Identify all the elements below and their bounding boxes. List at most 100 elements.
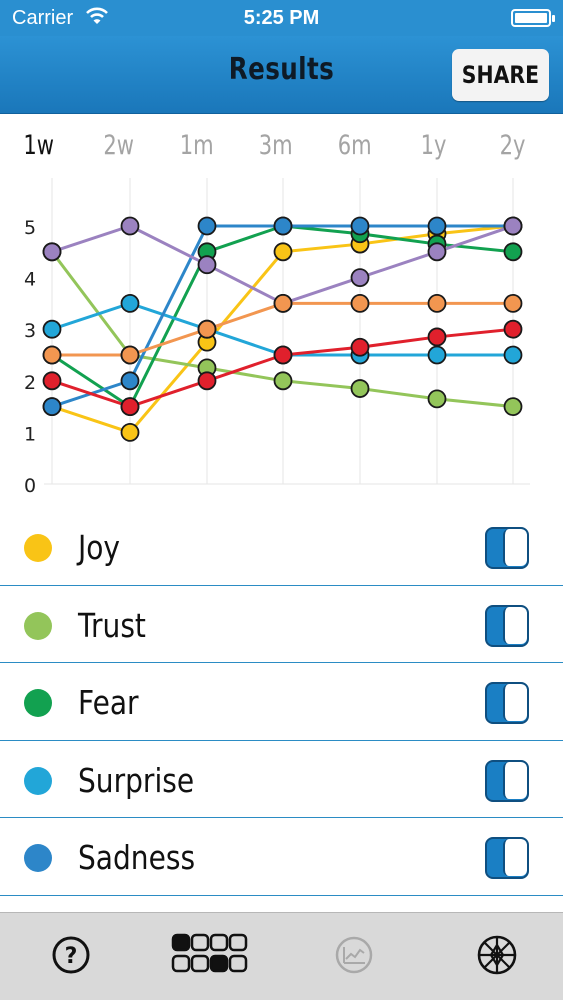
- tab-label: 1w: [23, 130, 55, 161]
- data-point: [273, 242, 293, 262]
- legend-item-surprise: Surprise: [0, 741, 563, 818]
- svg-text:?: ?: [65, 944, 78, 969]
- joy-toggle[interactable]: [485, 527, 529, 569]
- data-point: [120, 422, 140, 442]
- data-point: [503, 345, 523, 365]
- trust-color-dot: [24, 611, 52, 640]
- data-point: [427, 242, 447, 262]
- legend-list: Joy Trust Fear Surprise Sadness: [0, 508, 563, 896]
- tab-3m[interactable]: 3m: [241, 130, 311, 161]
- grid-tab[interactable]: [171, 931, 251, 983]
- surprise-color-dot: [24, 766, 52, 795]
- data-point: [427, 327, 447, 347]
- page-title: Results: [228, 52, 335, 87]
- data-point: [197, 319, 217, 339]
- fear-color-dot: [24, 689, 52, 717]
- tab-2w[interactable]: 2w: [84, 130, 154, 161]
- data-point: [42, 242, 62, 262]
- data-point: [197, 371, 217, 391]
- trust-toggle[interactable]: [485, 604, 529, 647]
- legend-label: Surprise: [78, 760, 195, 800]
- share-button[interactable]: SHARE: [452, 49, 549, 101]
- chart-tab[interactable]: [314, 931, 394, 983]
- help-icon: ?: [52, 936, 90, 974]
- data-point: [273, 216, 293, 236]
- chart-canvas: 0 1 2 3 4 5: [24, 178, 530, 497]
- tab-1w[interactable]: 1w: [4, 130, 74, 161]
- data-point: [350, 216, 370, 236]
- data-point: [427, 216, 447, 236]
- tab-label: 3m: [259, 130, 293, 161]
- tab-6m[interactable]: 6m: [320, 130, 390, 161]
- tab-label: 1m: [180, 130, 214, 161]
- data-point: [427, 345, 447, 365]
- legend-item-joy: Joy: [0, 508, 563, 586]
- data-point: [503, 397, 523, 417]
- data-point: [427, 389, 447, 409]
- data-point: [273, 345, 293, 365]
- data-point: [427, 293, 447, 313]
- data-point: [120, 216, 140, 236]
- status-bar: Carrier 5:25 PM: [0, 0, 563, 36]
- data-point: [503, 293, 523, 313]
- y-tick-label: 3: [24, 320, 36, 342]
- fear-toggle[interactable]: [485, 682, 529, 724]
- data-point: [120, 371, 140, 391]
- data-point: [197, 216, 217, 236]
- surprise-toggle[interactable]: [485, 759, 529, 802]
- grid-dots-icon: [171, 933, 248, 973]
- legend-item-fear: Fear: [0, 663, 563, 741]
- tab-label: 1y: [421, 130, 447, 161]
- data-point: [503, 216, 523, 236]
- data-point: [42, 371, 62, 391]
- chart-icon: [335, 936, 373, 974]
- sadness-toggle[interactable]: [485, 837, 529, 879]
- data-point: [273, 371, 293, 391]
- joy-color-dot: [24, 534, 52, 562]
- help-tab[interactable]: ?: [31, 931, 111, 983]
- carrier-label: Carrier: [12, 7, 74, 29]
- legend-label: Fear: [78, 683, 139, 722]
- results-chart: 0 1 2 3 4 5: [0, 170, 563, 505]
- wifi-icon: [86, 6, 108, 32]
- tab-bar: ?: [0, 912, 563, 1000]
- range-tabs: 1w 2w 1m 3m 6m 1y 2y: [0, 120, 563, 170]
- tab-1m[interactable]: 1m: [162, 130, 232, 161]
- data-point: [350, 268, 370, 287]
- y-tick-label: 2: [24, 372, 36, 394]
- tab-1y[interactable]: 1y: [399, 130, 469, 161]
- tab-2y[interactable]: 2y: [478, 130, 548, 161]
- y-tick-label: 0: [24, 475, 36, 497]
- sadness-color-dot: [24, 844, 52, 872]
- clock: 5:25 PM: [243, 7, 320, 29]
- tab-label: 2y: [500, 130, 526, 161]
- data-point: [197, 255, 217, 275]
- wheel-tab[interactable]: [457, 931, 537, 983]
- data-point: [350, 337, 370, 357]
- data-point: [120, 397, 140, 417]
- data-point: [503, 319, 523, 339]
- legend-label: Sadness: [78, 838, 196, 877]
- data-point: [120, 293, 140, 313]
- nav-bar: Results SHARE: [0, 36, 563, 114]
- legend-label: Joy: [78, 528, 121, 567]
- data-point: [42, 397, 62, 417]
- battery-icon: [511, 9, 555, 27]
- data-point: [42, 345, 62, 365]
- share-button-label: SHARE: [461, 61, 540, 89]
- y-tick-label: 1: [24, 423, 36, 445]
- y-tick-label: 5: [24, 217, 36, 239]
- data-point: [503, 242, 523, 262]
- data-point: [42, 319, 62, 339]
- data-point: [120, 345, 140, 365]
- tab-label: 2w: [103, 130, 135, 161]
- data-point: [273, 293, 293, 313]
- legend-label: Trust: [78, 605, 146, 645]
- data-point: [350, 379, 370, 398]
- tab-label: 6m: [338, 130, 372, 161]
- legend-item-trust: Trust: [0, 586, 563, 663]
- y-tick-label: 4: [24, 269, 36, 291]
- wheel-icon: [477, 935, 517, 975]
- legend-item-sadness: Sadness: [0, 818, 563, 896]
- data-point: [350, 293, 370, 313]
